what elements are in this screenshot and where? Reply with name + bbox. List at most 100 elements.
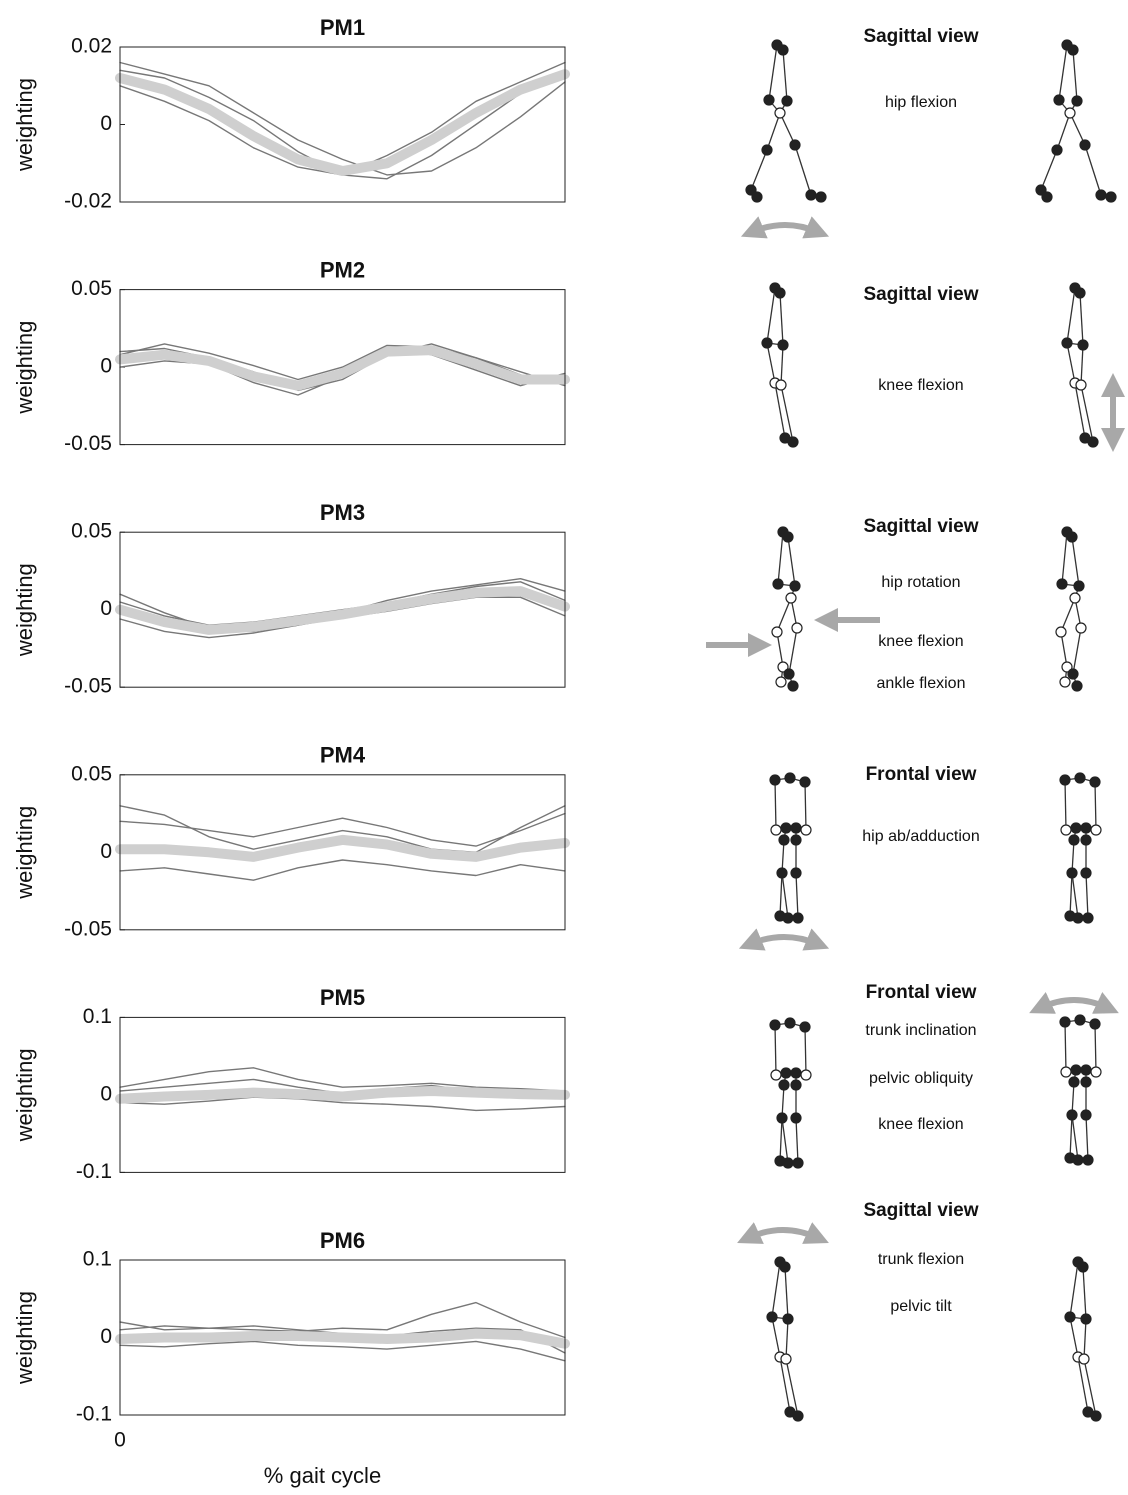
joint xyxy=(1080,867,1092,879)
joint xyxy=(1072,912,1084,924)
joint xyxy=(1080,834,1092,846)
joint xyxy=(1074,1014,1086,1026)
joint xyxy=(1090,824,1102,836)
joint xyxy=(800,1069,812,1081)
joint xyxy=(777,339,789,351)
joint xyxy=(775,676,787,688)
joint xyxy=(790,822,802,834)
joint xyxy=(769,774,781,786)
limb xyxy=(1069,872,1073,917)
y-tick-label: 0.05 xyxy=(71,277,112,300)
joint xyxy=(1068,834,1080,846)
stick-figure xyxy=(1059,772,1102,924)
line xyxy=(119,812,566,847)
joint xyxy=(761,337,773,349)
joint xyxy=(1066,867,1078,879)
plot-frame xyxy=(119,774,566,931)
line xyxy=(119,1096,566,1112)
limb xyxy=(804,1026,807,1076)
limb xyxy=(1082,1266,1087,1320)
joint xyxy=(745,184,757,196)
stick-figure xyxy=(766,1256,804,1422)
view-title: Sagittal view xyxy=(863,26,978,47)
y-axis-label: weighting xyxy=(12,806,37,900)
joint xyxy=(774,107,786,119)
y-tick-label: 0 xyxy=(100,1082,112,1105)
joint xyxy=(1059,676,1071,688)
joint xyxy=(783,668,795,680)
limb xyxy=(766,287,776,344)
plot-frame xyxy=(119,46,566,203)
limb xyxy=(1094,1023,1097,1073)
joint xyxy=(1064,1311,1076,1323)
limb xyxy=(1080,384,1094,443)
limb xyxy=(771,1261,781,1318)
joint xyxy=(787,436,799,448)
joint xyxy=(778,1079,790,1091)
joint xyxy=(782,531,794,543)
joint xyxy=(763,94,775,106)
joint xyxy=(782,912,794,924)
joint xyxy=(1074,287,1086,299)
y-axis-label: weighting xyxy=(12,563,37,657)
joint xyxy=(1068,1076,1080,1088)
limb xyxy=(785,1358,799,1417)
limb xyxy=(804,781,807,831)
chart-title: PM5 xyxy=(320,985,365,1010)
joint xyxy=(1067,44,1079,56)
joint xyxy=(782,1313,794,1325)
plot-frame xyxy=(119,1016,566,1173)
limb xyxy=(779,1356,791,1413)
line xyxy=(119,1340,566,1362)
line xyxy=(115,69,570,176)
joint xyxy=(1072,1154,1084,1166)
limb xyxy=(766,112,781,151)
arrow xyxy=(737,1222,829,1244)
limb xyxy=(1072,49,1078,102)
stick-figure xyxy=(1064,1256,1102,1422)
joint xyxy=(799,776,811,788)
joint xyxy=(1078,1353,1090,1365)
joint xyxy=(776,1112,788,1124)
joint xyxy=(1105,191,1117,203)
joint xyxy=(792,912,804,924)
limb xyxy=(771,1316,781,1358)
limb xyxy=(768,44,778,101)
stick-figure xyxy=(761,282,799,448)
panel: PM5 weighting -0.1 0 0.1 xyxy=(12,985,570,1183)
joint xyxy=(1080,1076,1092,1088)
stick-figure xyxy=(1055,526,1087,692)
limb xyxy=(776,597,792,633)
chart-title: PM1 xyxy=(320,15,365,40)
joint xyxy=(789,580,801,592)
joint xyxy=(1080,822,1092,834)
limb xyxy=(1060,631,1068,668)
limb xyxy=(781,872,789,919)
joint xyxy=(1069,592,1081,604)
limb xyxy=(776,631,784,668)
line xyxy=(115,1328,570,1349)
joint xyxy=(772,578,784,590)
line xyxy=(119,1067,566,1092)
joint xyxy=(1082,1154,1094,1166)
plot-frame xyxy=(119,1259,566,1416)
limb xyxy=(779,872,783,917)
limb xyxy=(794,144,812,196)
joint xyxy=(1056,578,1068,590)
joint xyxy=(1090,1066,1102,1078)
limb xyxy=(766,342,776,384)
joint xyxy=(1059,1016,1071,1028)
y-tick-label: 0 xyxy=(100,840,112,863)
joint xyxy=(780,822,792,834)
motion-label: knee flexion xyxy=(878,633,963,650)
limb xyxy=(779,1117,783,1162)
joint xyxy=(777,661,789,673)
joint xyxy=(790,834,802,846)
limb xyxy=(1056,112,1071,151)
joint xyxy=(1066,531,1078,543)
motion-label: hip flexion xyxy=(885,94,957,111)
x-tick-label: 0 xyxy=(114,1429,126,1452)
stick-figure xyxy=(771,526,803,692)
chart-title: PM4 xyxy=(320,743,366,768)
joint xyxy=(1075,379,1087,391)
